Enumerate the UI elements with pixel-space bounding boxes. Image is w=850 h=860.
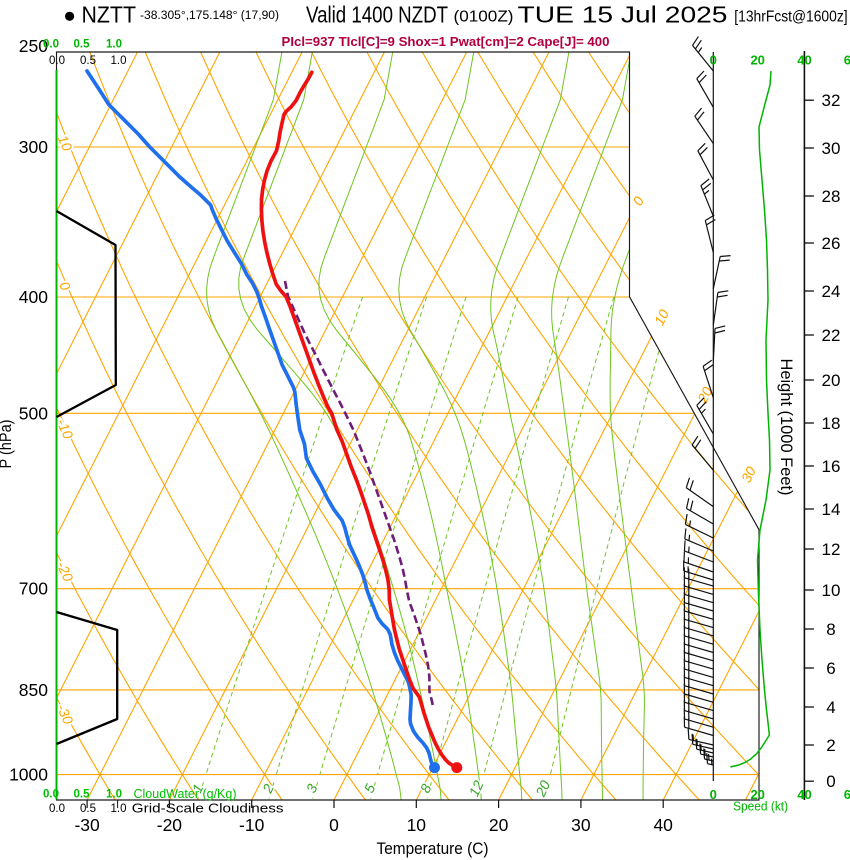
svg-text:14: 14 (822, 500, 841, 519)
svg-text:24: 24 (822, 282, 841, 301)
svg-text:0.0: 0.0 (43, 789, 59, 801)
svg-text:Valid 1400 NZDT: Valid 1400 NZDT (306, 2, 448, 28)
svg-text:18: 18 (822, 414, 841, 433)
svg-text:12: 12 (822, 540, 841, 559)
svg-text:1000: 1000 (9, 765, 48, 785)
svg-text:28: 28 (822, 187, 841, 206)
svg-text:8: 8 (826, 620, 835, 639)
svg-text:1.0: 1.0 (111, 55, 127, 67)
svg-text:10: 10 (822, 581, 841, 600)
svg-text:20: 20 (750, 53, 764, 68)
svg-text:40: 40 (797, 787, 811, 802)
svg-text:0.5: 0.5 (80, 803, 96, 815)
svg-text:22: 22 (822, 326, 841, 345)
svg-text:2: 2 (826, 736, 835, 755)
svg-text:20: 20 (750, 787, 764, 802)
svg-text:0.0: 0.0 (49, 55, 65, 67)
svg-text:1.0: 1.0 (111, 803, 127, 815)
svg-text:NZTT: NZTT (82, 2, 137, 28)
svg-text:700: 700 (19, 579, 48, 599)
svg-text:30: 30 (571, 815, 591, 835)
svg-text:16: 16 (822, 457, 841, 476)
svg-text:0: 0 (710, 787, 717, 802)
svg-text:40: 40 (653, 815, 673, 835)
svg-text:PIcl=937 TIcl[C]=9 Shox=1 Pwat: PIcl=937 TIcl[C]=9 Shox=1 Pwat[cm]=2 Cap… (282, 35, 610, 49)
svg-text:(0100Z): (0100Z) (454, 9, 514, 26)
svg-text:6: 6 (826, 659, 835, 678)
svg-text:300: 300 (19, 137, 48, 157)
svg-text:400: 400 (19, 287, 48, 307)
svg-text:20: 20 (489, 815, 509, 835)
svg-text:40: 40 (797, 53, 811, 68)
svg-text:20: 20 (822, 371, 841, 390)
svg-text:250: 250 (19, 36, 48, 56)
svg-text:0: 0 (329, 815, 339, 835)
svg-text:32: 32 (822, 91, 841, 110)
svg-text:0: 0 (710, 53, 717, 68)
svg-text:1.0: 1.0 (106, 789, 122, 801)
svg-text:0: 0 (826, 772, 835, 791)
svg-text:-30: -30 (74, 815, 100, 835)
svg-text:Speed (kt): Speed (kt) (733, 799, 788, 814)
svg-text:0.5: 0.5 (74, 39, 91, 51)
svg-text:0.0: 0.0 (43, 39, 59, 51)
svg-text:60: 60 (844, 53, 850, 68)
svg-text:Height (1000 Feet): Height (1000 Feet) (777, 359, 796, 496)
svg-text:500: 500 (19, 403, 48, 423)
svg-text:-10: -10 (239, 815, 265, 835)
svg-text:[13hrFcst@1600z]: [13hrFcst@1600z] (734, 9, 847, 26)
svg-text:TUE 15 Jul 2025: TUE 15 Jul 2025 (518, 2, 728, 28)
svg-text:-38.305°,175.148° (17,90): -38.305°,175.148° (17,90) (140, 10, 279, 22)
svg-text:0.0: 0.0 (49, 803, 65, 815)
svg-text:10: 10 (407, 815, 427, 835)
svg-text:Temperature (C): Temperature (C) (377, 839, 489, 858)
svg-text:-20: -20 (157, 815, 183, 835)
svg-text:0.5: 0.5 (74, 789, 91, 801)
svg-text:0.5: 0.5 (80, 55, 96, 67)
svg-text:Grid-Scale Cloudiness: Grid-Scale Cloudiness (132, 802, 284, 816)
svg-text:1.0: 1.0 (106, 39, 122, 51)
svg-text:P (hPa): P (hPa) (0, 420, 15, 469)
svg-text:26: 26 (822, 234, 841, 253)
svg-text:850: 850 (19, 680, 48, 700)
svg-text:60: 60 (844, 787, 850, 802)
svg-text:30: 30 (822, 139, 841, 158)
svg-text:4: 4 (826, 698, 835, 717)
svg-text:CloudWater (g/Kg): CloudWater (g/Kg) (134, 787, 237, 801)
